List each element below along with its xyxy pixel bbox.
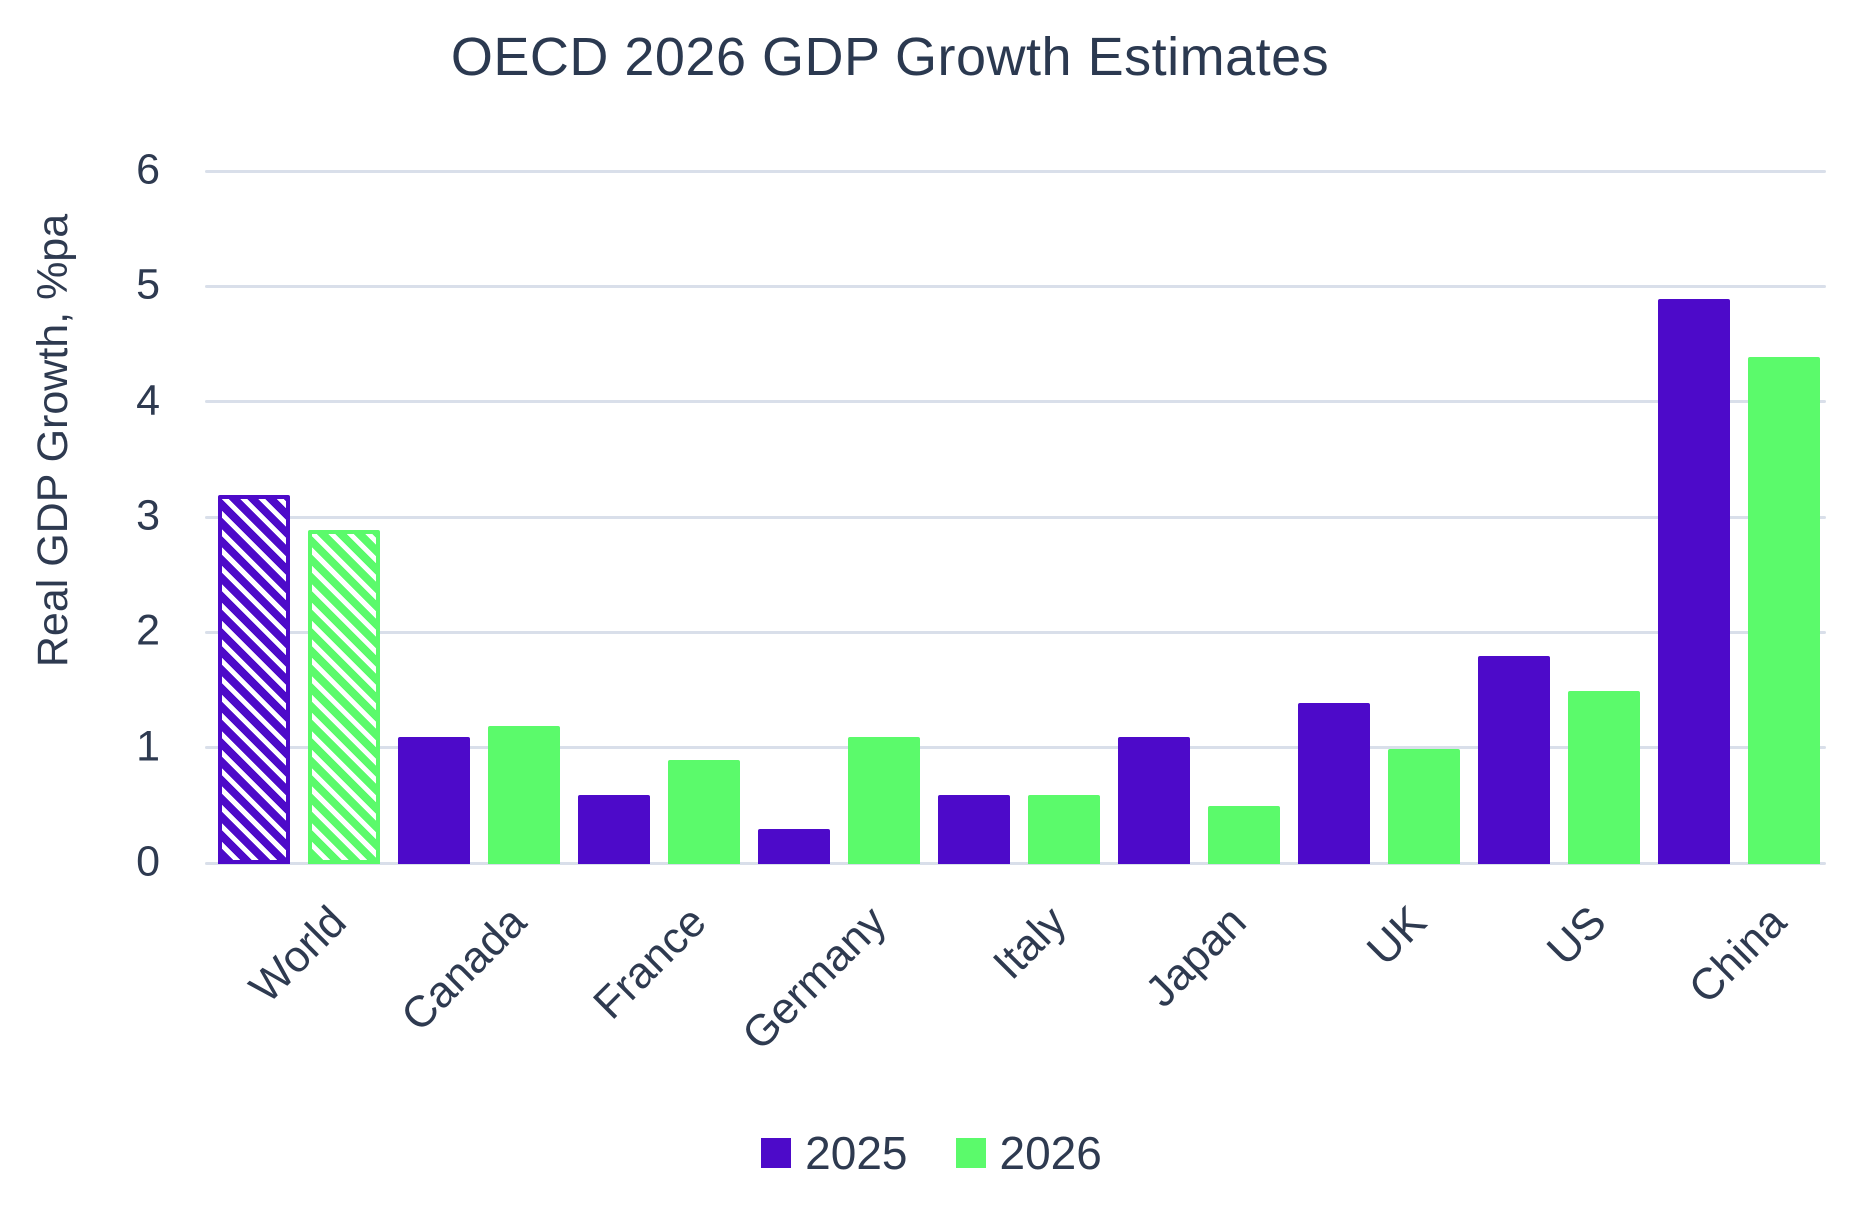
legend-label-2025: 2025 (805, 1127, 908, 1179)
legend-swatch-2026 (955, 1138, 986, 1168)
bar-2026-japan (1208, 806, 1280, 864)
bar-2026-italy (1028, 794, 1100, 864)
bar-2026-us (1568, 691, 1640, 864)
bar-2025-uk (1298, 702, 1370, 864)
x-axis-label-france: France (584, 897, 716, 1029)
y-tick-label-0: 0 (136, 837, 160, 886)
bar-2026-germany (848, 737, 920, 864)
x-axis-label-world: World (240, 897, 356, 1013)
gridline-y-5 (205, 284, 1826, 288)
bar-2025-germany (758, 829, 830, 864)
bar-2025-italy (938, 794, 1010, 864)
gridline-y-1 (205, 746, 1826, 750)
bar-2025-japan (1118, 737, 1190, 864)
x-axis-labels: World Canada France Germany Italy Japan UK US Ch… (205, 863, 1863, 1113)
bar-2026-china (1748, 356, 1820, 864)
x-axis-label-canada: Canada (392, 897, 536, 1041)
y-tick-label-5: 5 (136, 260, 160, 309)
gridline-y-0 (205, 861, 1826, 865)
bar-2025-us (1478, 656, 1550, 864)
plot-area (205, 169, 1826, 865)
legend-swatch-2025 (761, 1138, 792, 1168)
bar-2026-uk (1388, 748, 1460, 864)
legend: 2025 2026 (0, 1126, 1863, 1180)
y-tick-label-3: 3 (136, 491, 160, 540)
gridline-y-4 (205, 400, 1826, 404)
gridline-y-2 (205, 630, 1826, 634)
bars-container (218, 172, 1820, 864)
legend-item-2025: 2025 (761, 1126, 908, 1180)
chart-title: OECD 2026 GDP Growth Estimates (450, 27, 1330, 87)
bar-2026-france (668, 760, 740, 864)
bar-2025-china (1658, 298, 1730, 864)
bar-2025-world (218, 494, 290, 864)
y-axis-tick-labels: 0 1 2 3 4 5 6 (0, 146, 160, 886)
gridline-y-3 (205, 515, 1826, 519)
x-axis-label-japan: Japan (1136, 897, 1256, 1017)
y-tick-label-2: 2 (136, 606, 160, 655)
x-axis-label-uk: UK (1357, 897, 1436, 975)
x-axis-label-china: China (1679, 897, 1796, 1013)
gridline-y-6 (205, 169, 1826, 173)
bar-2026-canada (488, 725, 560, 864)
legend-item-2026: 2026 (955, 1126, 1102, 1180)
y-tick-label-4: 4 (136, 376, 160, 425)
x-axis-label-germany: Germany (733, 897, 896, 1060)
legend-label-2026: 2026 (999, 1127, 1102, 1179)
x-axis-label-italy: Italy (983, 897, 1076, 989)
y-tick-label-1: 1 (136, 722, 160, 771)
x-axis-label-us: US (1537, 897, 1616, 975)
bar-2025-france (578, 794, 650, 864)
y-tick-label-6: 6 (136, 145, 160, 194)
bar-2025-canada (398, 737, 470, 864)
bar-2026-world (308, 529, 380, 864)
